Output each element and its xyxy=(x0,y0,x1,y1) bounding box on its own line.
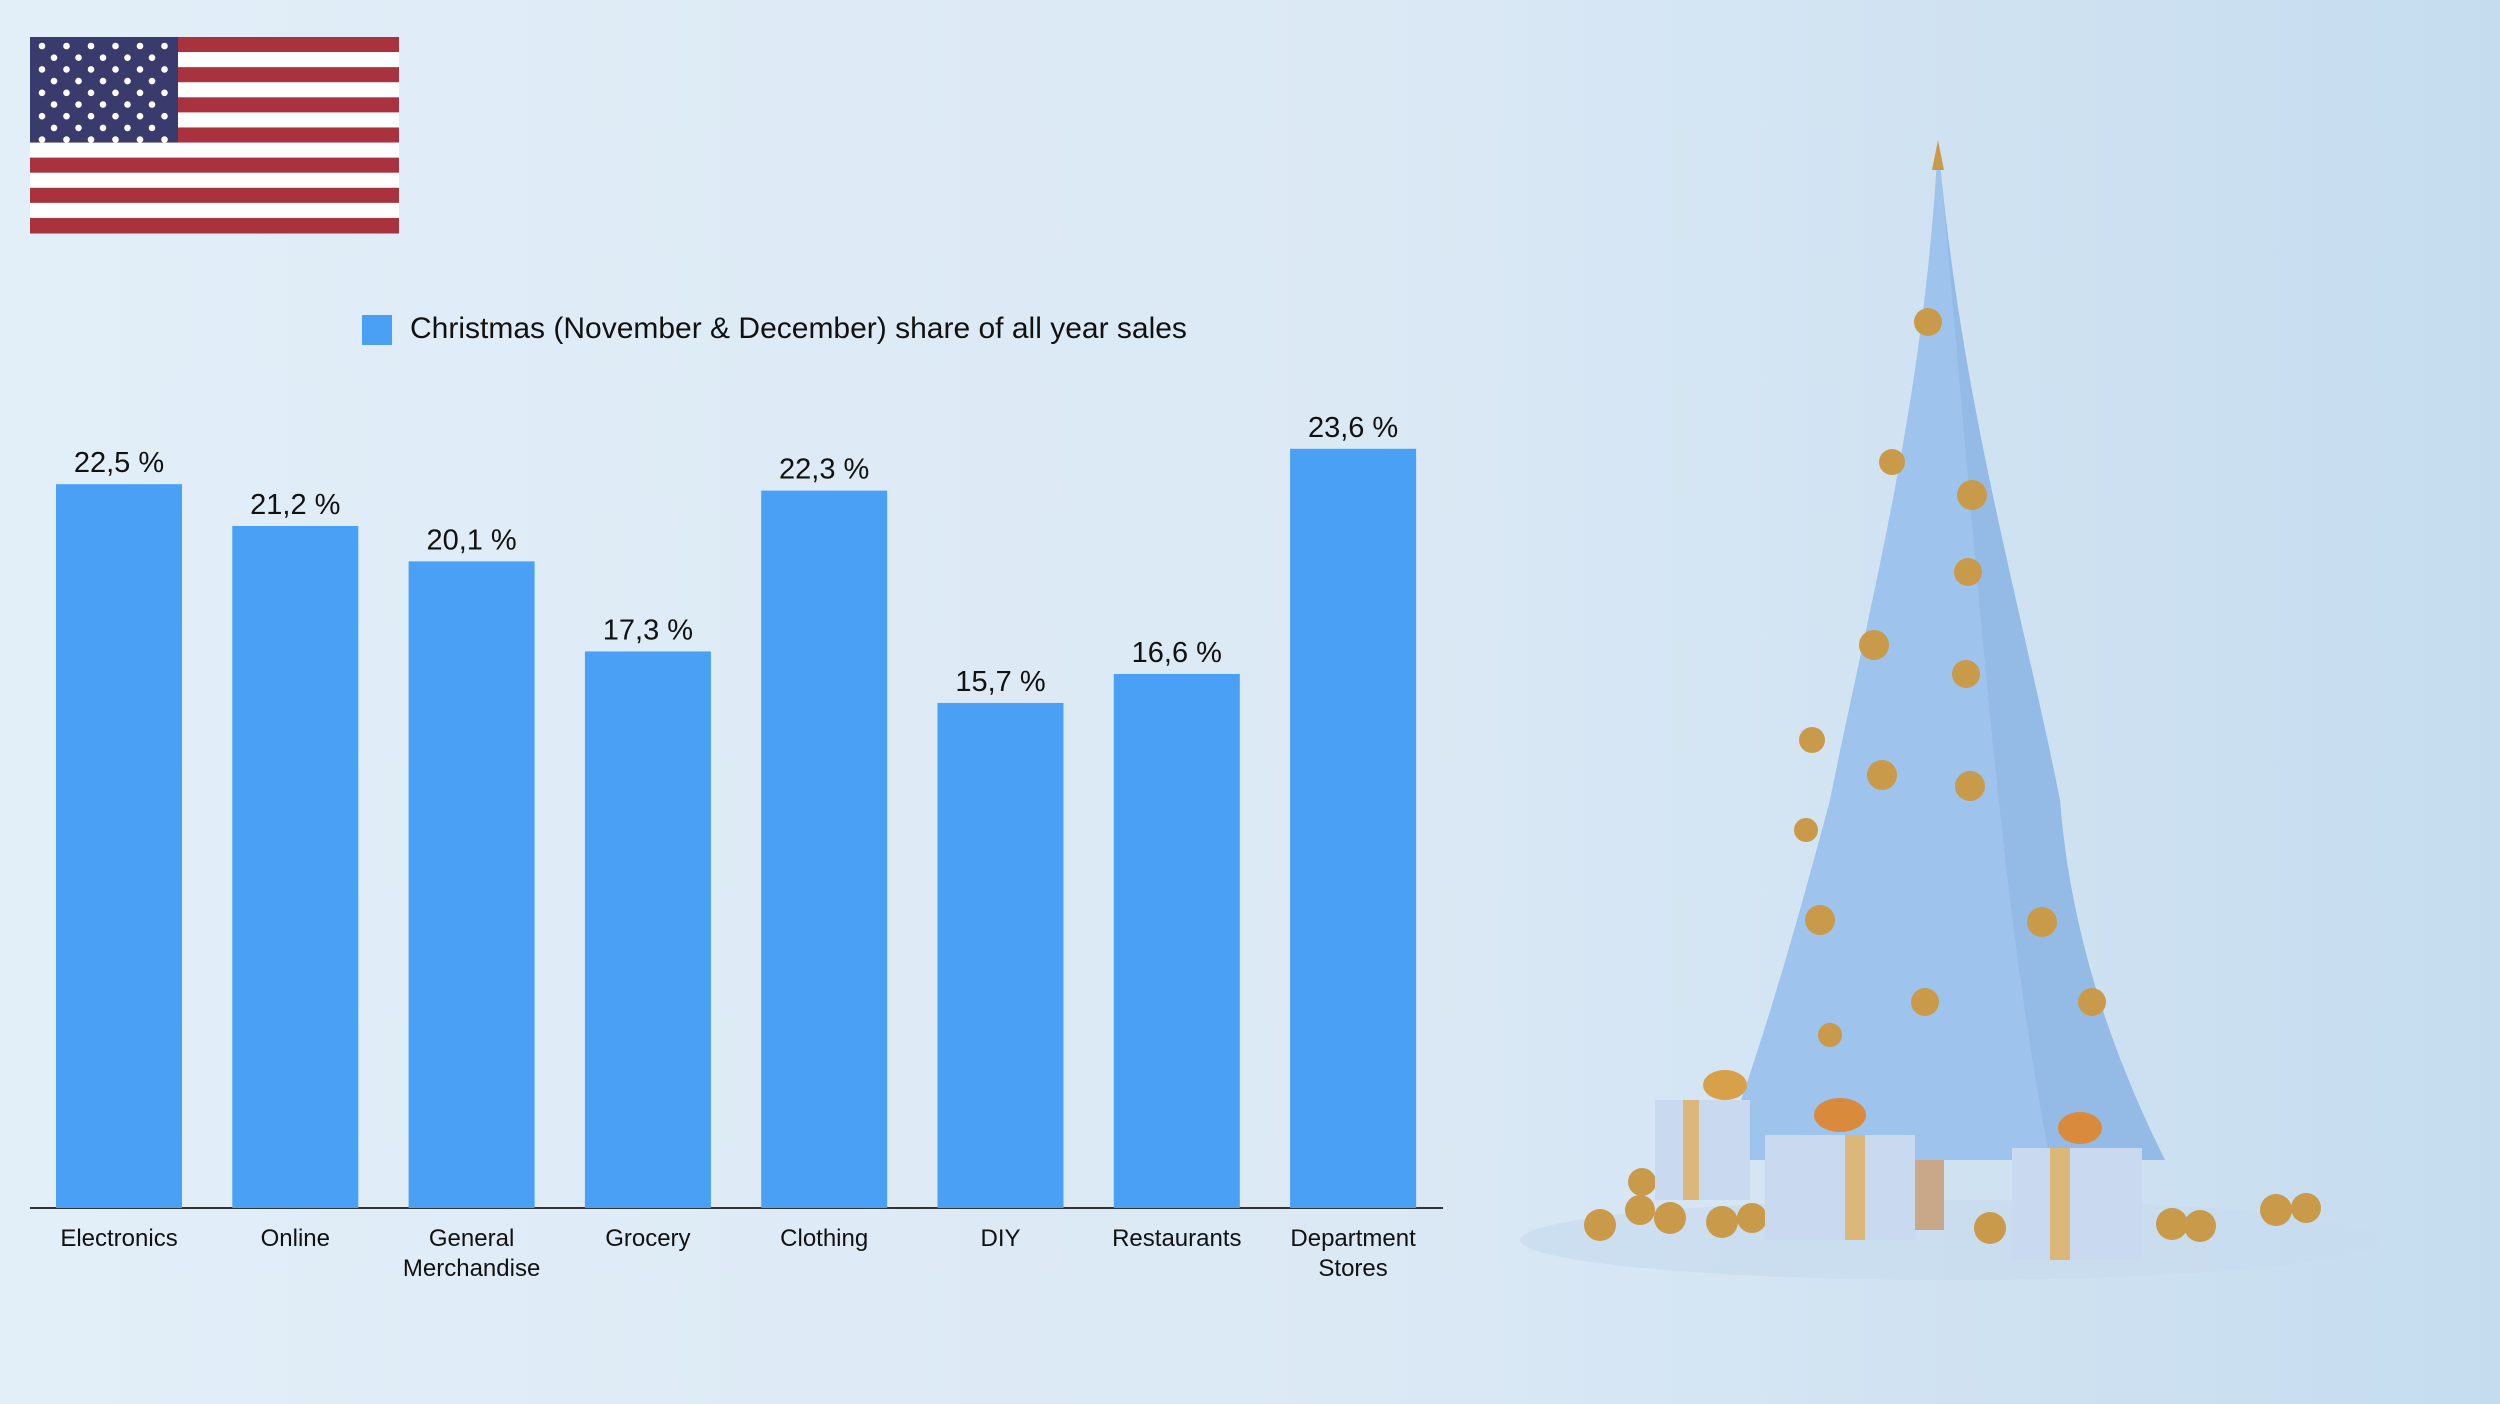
x-tick-label: Department Stores xyxy=(1290,1225,1416,1282)
flag xyxy=(30,37,399,234)
x-tick-label: DIY xyxy=(980,1225,1021,1252)
bar xyxy=(232,525,359,1208)
value-label: 22,3 % xyxy=(779,454,869,486)
x-tick-label: Grocery xyxy=(605,1225,691,1252)
bar xyxy=(761,490,888,1208)
value-label: 16,6 % xyxy=(1132,637,1222,669)
bar xyxy=(584,651,711,1208)
christmas-tree xyxy=(1520,140,2380,1280)
value-label: 23,6 % xyxy=(1308,412,1398,444)
bar xyxy=(408,561,535,1208)
x-tick-label: General Merchandise xyxy=(402,1225,541,1282)
legend-label: Christmas (November & December) share of… xyxy=(410,312,1187,345)
x-tick-label: Clothing xyxy=(780,1225,869,1252)
value-label: 21,2 % xyxy=(250,489,340,521)
value-label: 20,1 % xyxy=(426,524,516,556)
value-label: 22,5 % xyxy=(74,447,164,479)
value-label: 15,7 % xyxy=(955,666,1045,698)
x-tick-label: Restaurants xyxy=(1112,1225,1242,1252)
bar xyxy=(1290,448,1417,1209)
value-label: 17,3 % xyxy=(603,614,693,646)
x-tick-label: Online xyxy=(260,1225,330,1252)
bar xyxy=(56,484,182,1208)
bar xyxy=(937,702,1064,1208)
bar xyxy=(1113,673,1240,1208)
x-tick-label: Electronics xyxy=(60,1225,178,1252)
legend-swatch xyxy=(362,315,392,345)
